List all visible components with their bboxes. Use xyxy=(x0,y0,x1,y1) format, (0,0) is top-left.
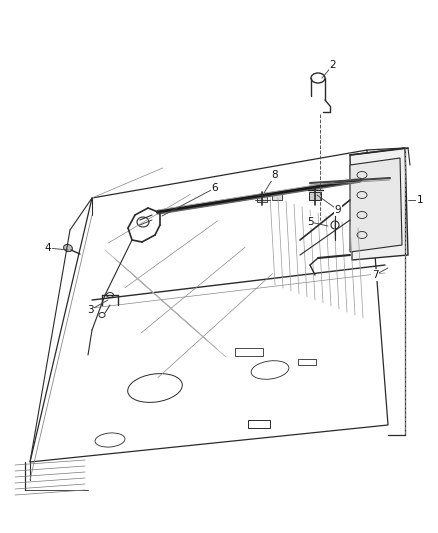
Bar xyxy=(257,195,267,202)
Text: 9: 9 xyxy=(335,205,341,215)
Bar xyxy=(298,359,316,365)
Polygon shape xyxy=(350,158,402,252)
Text: 7: 7 xyxy=(372,270,378,280)
Ellipse shape xyxy=(64,244,72,252)
Bar xyxy=(235,348,263,356)
Polygon shape xyxy=(350,148,408,260)
Text: 8: 8 xyxy=(272,170,278,180)
Bar xyxy=(309,192,321,200)
Text: 4: 4 xyxy=(45,243,51,253)
Text: 3: 3 xyxy=(87,305,93,315)
Text: 5: 5 xyxy=(307,217,313,227)
Text: 1: 1 xyxy=(417,195,423,205)
Bar xyxy=(248,420,270,428)
Text: 6: 6 xyxy=(212,183,218,193)
Bar xyxy=(272,193,282,200)
Text: 2: 2 xyxy=(330,60,336,70)
